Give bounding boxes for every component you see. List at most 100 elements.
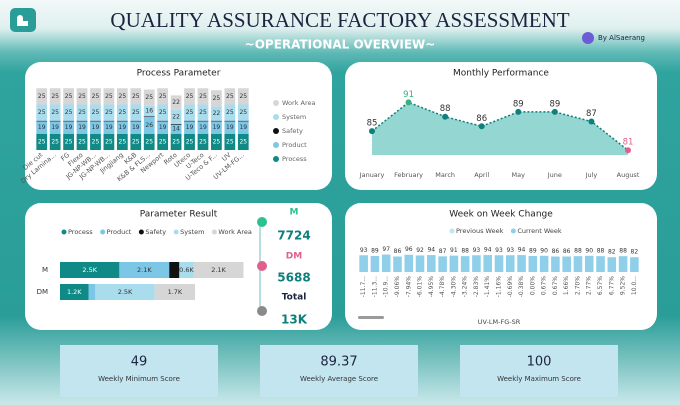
legend-marker bbox=[100, 229, 106, 235]
bar-segment bbox=[119, 262, 170, 278]
x-tick-label: April bbox=[474, 171, 489, 179]
bar-segment bbox=[184, 120, 195, 122]
data-label: 1.7K bbox=[168, 288, 183, 296]
data-label: 25 bbox=[78, 93, 86, 100]
scrollbar[interactable] bbox=[358, 316, 384, 319]
bar-segment bbox=[143, 116, 155, 117]
data-label: 96 bbox=[405, 246, 413, 253]
bar bbox=[562, 256, 571, 272]
x-tick-label: 0.00% bbox=[529, 276, 536, 295]
bar-segment bbox=[116, 88, 128, 105]
bar bbox=[381, 254, 391, 272]
data-label: 25 bbox=[186, 93, 194, 100]
point bbox=[369, 128, 375, 135]
bar-segment bbox=[157, 104, 169, 121]
x-tick-label: -1.16% bbox=[496, 276, 503, 298]
x-tick-label: 2.70% bbox=[574, 276, 581, 295]
kpi-card bbox=[460, 345, 618, 397]
data-label: 92 bbox=[416, 247, 424, 254]
x-tick-label: FG bbox=[59, 151, 71, 163]
bar-segment bbox=[49, 88, 61, 105]
data-label: 25 bbox=[213, 95, 221, 102]
bar-segment bbox=[237, 104, 249, 121]
bar-segment bbox=[211, 90, 222, 107]
x-tick-label: 1.66% bbox=[563, 276, 570, 295]
data-label: 26 bbox=[145, 122, 153, 129]
data-label: 19 bbox=[159, 124, 167, 131]
data-label: 86 bbox=[476, 114, 487, 124]
legend-marker bbox=[211, 229, 217, 235]
bar-segment bbox=[157, 120, 169, 122]
data-label: 25 bbox=[226, 109, 234, 116]
data-label: 25 bbox=[145, 94, 153, 101]
data-label: 94 bbox=[427, 247, 435, 254]
data-label: 25 bbox=[159, 109, 167, 116]
bar-segment bbox=[63, 133, 74, 150]
data-label: 25 bbox=[38, 93, 46, 100]
y-tick-label: M bbox=[42, 266, 48, 274]
bar-segment bbox=[170, 124, 182, 125]
data-label: 25 bbox=[172, 138, 180, 145]
bar bbox=[415, 255, 425, 272]
data-label: 25 bbox=[78, 109, 86, 116]
data-label: 25 bbox=[199, 138, 207, 145]
bar-segment bbox=[184, 121, 195, 134]
data-label: 25 bbox=[78, 138, 86, 145]
total-value: 5688 bbox=[277, 271, 310, 285]
bar bbox=[427, 255, 436, 272]
data-label: 90 bbox=[540, 247, 548, 254]
data-label: 86 bbox=[394, 248, 402, 255]
bar-segment bbox=[184, 133, 195, 150]
data-label: 89 bbox=[549, 99, 560, 109]
x-axis-title: UV-LM-FG-SR bbox=[478, 318, 521, 326]
bar-segment bbox=[179, 262, 194, 278]
data-label: 89 bbox=[529, 247, 537, 254]
legend-label: Process bbox=[68, 228, 93, 236]
data-label: 19 bbox=[78, 124, 86, 131]
bar-segment bbox=[36, 121, 48, 134]
legend-label: Safety bbox=[145, 228, 166, 236]
x-tick-label: -7.94% bbox=[405, 276, 412, 298]
data-label: 25 bbox=[65, 138, 73, 145]
x-tick-label: January bbox=[359, 171, 385, 179]
bar-segment bbox=[184, 104, 195, 121]
data-label: 87 bbox=[586, 109, 597, 119]
legend-label: Previous Week bbox=[456, 227, 504, 235]
bar-segment bbox=[49, 133, 61, 150]
bar-segment bbox=[197, 120, 209, 122]
bar-segment bbox=[143, 105, 155, 117]
data-label: 25 bbox=[199, 93, 207, 100]
data-label: 19 bbox=[119, 124, 127, 131]
data-label: 25 bbox=[92, 109, 100, 116]
data-label: 87 bbox=[439, 248, 447, 255]
x-tick-label: 0.67% bbox=[541, 276, 548, 295]
bar-segment bbox=[237, 133, 249, 150]
data-label: 25 bbox=[186, 138, 194, 145]
bar-segment bbox=[197, 104, 209, 121]
data-label: 25 bbox=[159, 138, 167, 145]
data-label: 91 bbox=[403, 90, 414, 100]
bar-segment bbox=[49, 104, 61, 121]
bar-segment bbox=[130, 104, 142, 121]
data-label: 88 bbox=[461, 248, 469, 255]
legend-marker bbox=[61, 229, 67, 235]
legend-label: Product bbox=[107, 228, 132, 236]
bar bbox=[393, 256, 402, 272]
bar-segment bbox=[116, 121, 128, 134]
logo bbox=[10, 8, 36, 32]
data-label: 25 bbox=[213, 138, 221, 145]
bar-segment bbox=[130, 88, 142, 105]
bar bbox=[528, 255, 538, 272]
bar-segment bbox=[237, 120, 249, 122]
data-label: 25 bbox=[51, 93, 59, 100]
bar-segment bbox=[36, 88, 48, 105]
bar bbox=[472, 255, 481, 272]
bar-segment bbox=[103, 121, 115, 134]
x-tick-label: -11.3... bbox=[371, 276, 378, 297]
data-label: 25 bbox=[199, 109, 207, 116]
data-label: 25 bbox=[65, 93, 73, 100]
bar-segment bbox=[90, 133, 101, 150]
bar-segment bbox=[76, 121, 88, 134]
bar-segment bbox=[197, 88, 209, 105]
bar-segment bbox=[211, 106, 222, 121]
